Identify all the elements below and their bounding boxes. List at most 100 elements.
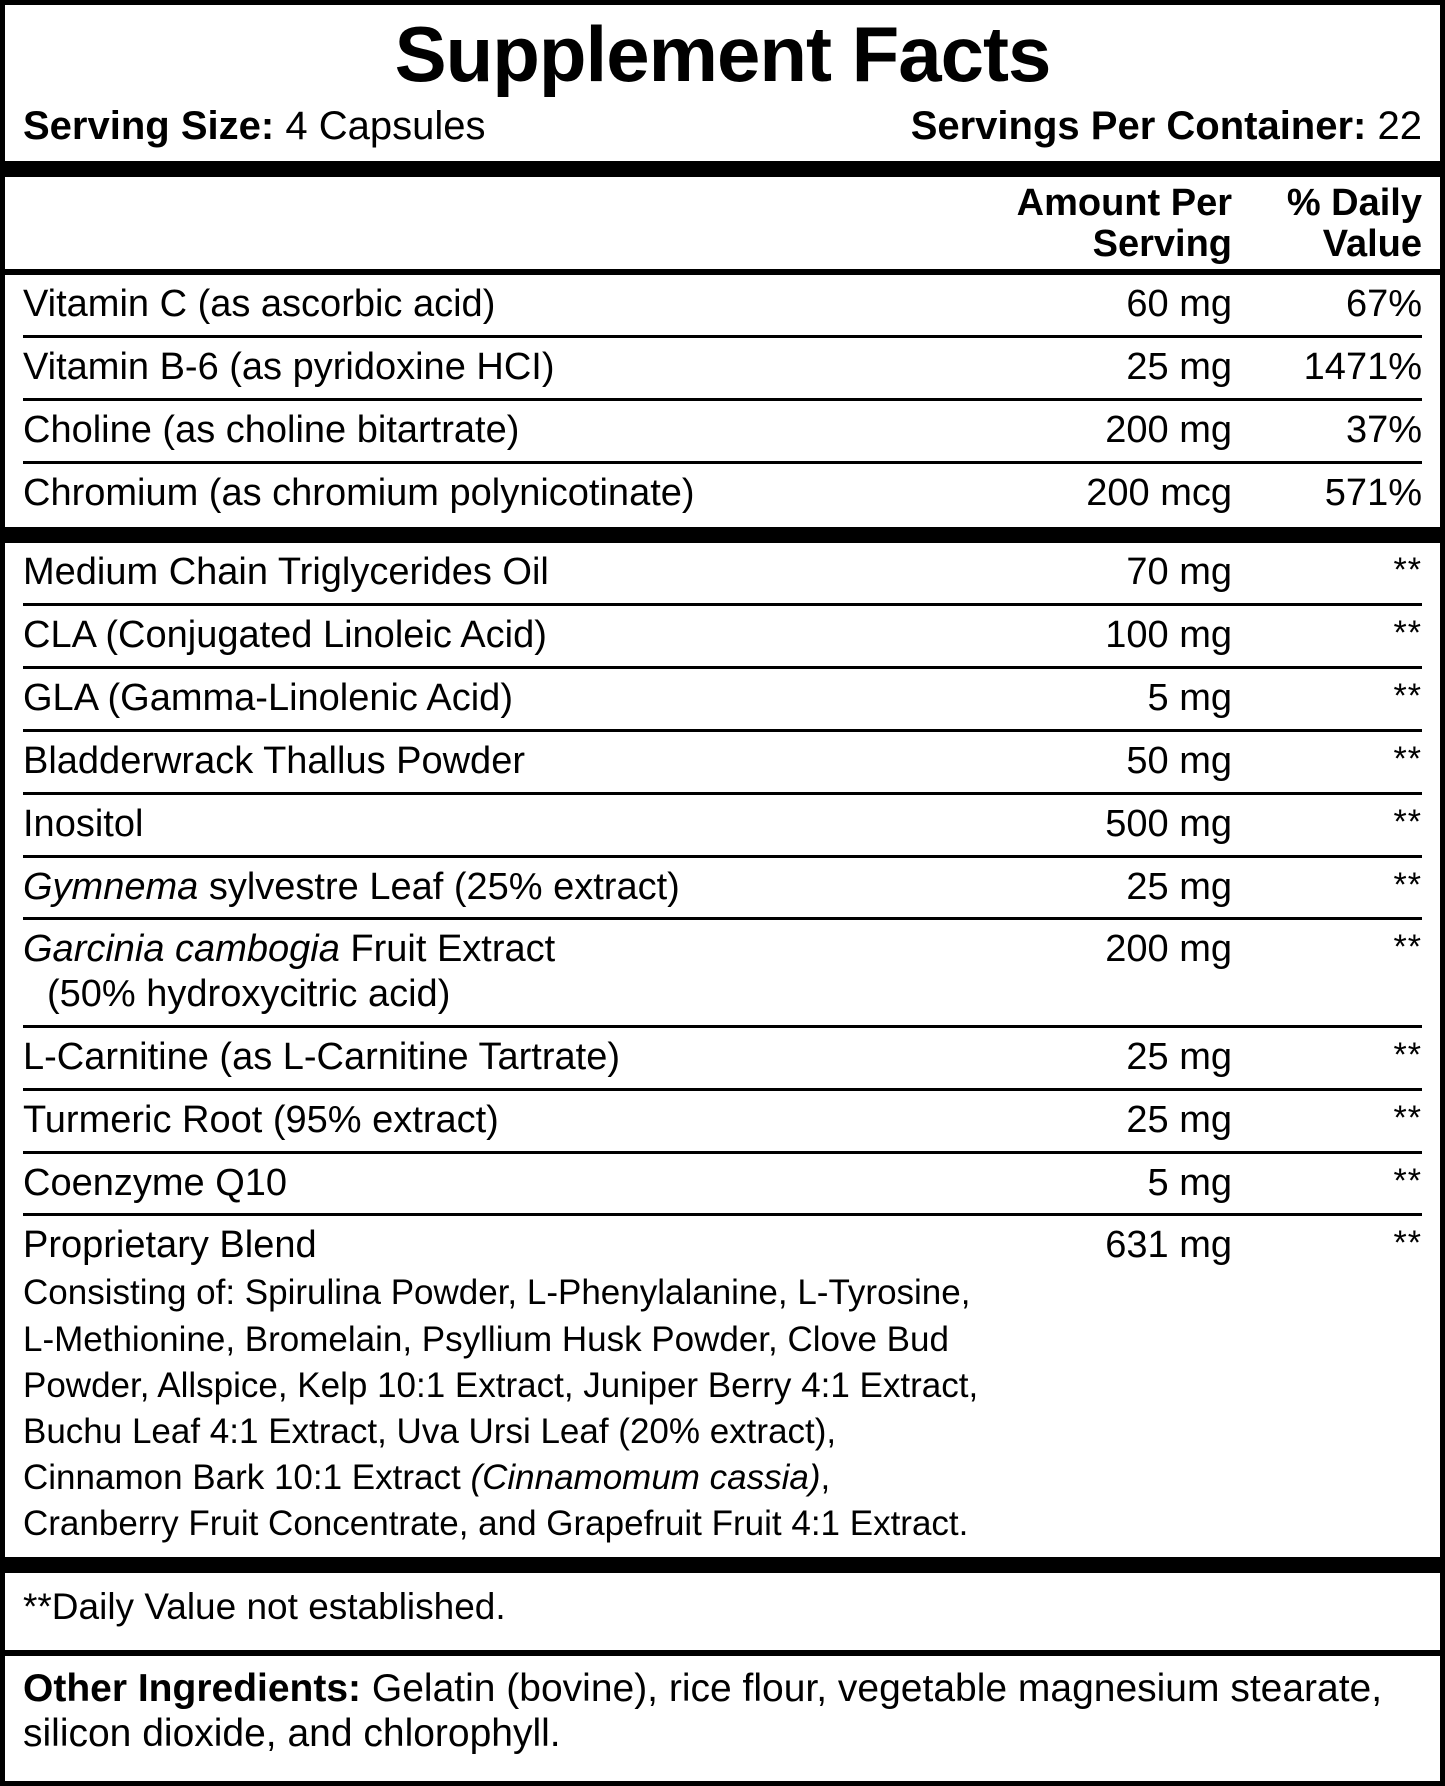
blend-line: Powder, Allspice, Kelp 10:1 Extract, Jun…: [23, 1365, 979, 1405]
row-divider: [23, 728, 1422, 732]
table-row: Garcinia cambogia Fruit Extract (50% hyd…: [23, 920, 1422, 1025]
divider-thick-top: [5, 161, 1440, 177]
serving-size-label: Serving Size:: [23, 104, 275, 148]
nutrient-daily-value: **: [1393, 865, 1422, 904]
nutrient-amount: 25 mg: [1126, 1036, 1232, 1078]
blend-line: Cranberry Fruit Concentrate, and Grapefr…: [23, 1504, 969, 1544]
nutrient-amount: 200 mcg: [1086, 471, 1232, 514]
dv-header-line1: % Daily: [1286, 182, 1422, 224]
nutrient-name: GLA (Gamma-Linolenic Acid): [23, 677, 513, 720]
nutrient-daily-value: 67%: [1345, 283, 1422, 326]
table-row: CLA (Conjugated Linoleic Acid) 100 mg **: [23, 606, 1422, 666]
blend-ingredient-list: Consisting of: Spirulina Powder, L-Pheny…: [23, 1268, 1422, 1557]
table-row: Vitamin C (as ascorbic acid) 60 mg 67%: [23, 275, 1422, 335]
column-header-daily-value: % Daily Value: [1232, 182, 1422, 266]
row-divider: [23, 1150, 1422, 1154]
table-row: GLA (Gamma-Linolenic Acid) 5 mg **: [23, 669, 1422, 729]
nutrient-name-rest: sylvestre Leaf (25% extract): [198, 865, 680, 908]
nutrient-amount: 25 mg: [1126, 1098, 1232, 1141]
column-header-amount: Amount Per Serving: [932, 182, 1232, 266]
daily-value-footnote: **Daily Value not established.: [23, 1586, 506, 1628]
row-divider: [23, 1213, 1422, 1217]
nutrient-name-rest: Fruit Extract: [339, 928, 556, 971]
divider-thick-bottom: [5, 1557, 1440, 1574]
cinnamon-suffix: ,: [820, 1458, 831, 1498]
amount-header-line1: Amount Per: [1016, 182, 1232, 224]
row-divider: [23, 603, 1422, 607]
blend-amount: 631 mg: [1105, 1224, 1232, 1267]
amount-header-line2: Serving: [1092, 223, 1232, 266]
row-divider: [23, 460, 1422, 464]
servings-per-container-label: Servings Per Container:: [910, 104, 1367, 148]
nutrient-daily-value: 1471%: [1303, 345, 1422, 388]
blend-line: L-Methionine, Bromelain, Psyllium Husk P…: [23, 1319, 949, 1359]
nutrient-name: Turmeric Root (95% extract): [23, 1098, 499, 1141]
nutrient-amount: 200 mg: [1105, 408, 1232, 451]
nutrient-amount: 200 mg: [1105, 928, 1232, 971]
blend-line: Buchu Leaf 4:1 Extract, Uva Ursi Leaf (2…: [23, 1411, 837, 1451]
serving-info: Serving Size: 4 Capsules Servings Per Co…: [23, 103, 1422, 149]
nutrient-name: Coenzyme Q10: [23, 1161, 288, 1204]
nutrient-name: Inositol: [23, 802, 144, 845]
nutrient-daily-value: **: [1393, 802, 1422, 841]
table-row: Choline (as choline bitartrate) 200 mg 3…: [23, 401, 1422, 461]
row-divider: [23, 1087, 1422, 1091]
row-divider: [23, 334, 1422, 338]
dv-header-line2: Value: [1322, 223, 1422, 266]
column-headers: Amount Per Serving % Daily Value: [23, 177, 1422, 269]
botanical-name-italic: Gymnema: [23, 865, 199, 908]
nutrient-name-line1: Garcinia cambogia Fruit Extract: [23, 927, 939, 972]
ingredients-section: Medium Chain Triglycerides Oil 70 mg ** …: [5, 543, 1440, 1557]
table-row-proprietary-blend: Proprietary Blend 631 mg **: [23, 1216, 1422, 1268]
nutrient-name: L-Carnitine (as L-Carnitine Tartrate): [23, 1036, 620, 1078]
row-divider: [23, 854, 1422, 858]
blend-line: Consisting of: Spirulina Powder, L-Pheny…: [23, 1273, 971, 1313]
nutrient-amount: 70 mg: [1126, 551, 1232, 594]
nutrient-daily-value: 571%: [1324, 471, 1422, 514]
nutrient-amount: 500 mg: [1105, 802, 1232, 845]
nutrient-amount: 60 mg: [1126, 283, 1232, 326]
nutrient-daily-value: **: [1393, 739, 1422, 778]
servings-per-container: Servings Per Container: 22: [911, 103, 1422, 149]
nutrient-daily-value: **: [1393, 928, 1422, 967]
divider-thick-mid: [5, 527, 1440, 544]
other-ingredients-label: Other Ingredients:: [23, 1666, 362, 1710]
page-title: Supplement Facts: [394, 10, 1052, 98]
table-row: Turmeric Root (95% extract) 25 mg **: [23, 1091, 1422, 1151]
table-row: Inositol 500 mg **: [23, 795, 1422, 855]
nutrient-name: Garcinia cambogia Fruit Extract (50% hyd…: [23, 927, 947, 1017]
cinnamon-prefix: Cinnamon Bark 10:1 Extract: [23, 1458, 471, 1498]
row-divider: [23, 917, 1422, 921]
table-row: Chromium (as chromium polynicotinate) 20…: [23, 464, 1422, 524]
nutrient-name-line2: (50% hydroxycitric acid): [47, 973, 451, 1016]
nutrient-name: Vitamin B-6 (as pyridoxine HCI): [23, 345, 555, 388]
nutrient-name: Vitamin C (as ascorbic acid): [23, 283, 496, 326]
serving-size-value: 4 Capsules: [285, 104, 486, 148]
table-row: Vitamin B-6 (as pyridoxine HCI) 25 mg 14…: [23, 338, 1422, 398]
nutrient-amount: 5 mg: [1147, 1161, 1232, 1204]
blend-line-cinnamon: Cinnamon Bark 10:1 Extract (Cinnamomum c…: [23, 1455, 1422, 1501]
vitamins-section: Vitamin C (as ascorbic acid) 60 mg 67% V…: [5, 275, 1440, 523]
nutrient-daily-value: 37%: [1345, 408, 1422, 451]
nutrient-daily-value: **: [1393, 1036, 1422, 1074]
table-row: Gymnema sylvestre Leaf (25% extract) 25 …: [23, 858, 1422, 918]
nutrient-daily-value: **: [1393, 551, 1422, 590]
table-row: Coenzyme Q10 5 mg **: [23, 1154, 1422, 1214]
other-ingredients-text: Gelatin (bovine), rice flour, vegetable …: [23, 1666, 1383, 1756]
blend-name: Proprietary Blend: [23, 1224, 317, 1267]
nutrient-daily-value: **: [1393, 1161, 1422, 1200]
other-ingredients: Other Ingredients: Gelatin (bovine), ric…: [23, 1666, 1422, 1756]
nutrient-name: Chromium (as chromium polynicotinate): [23, 471, 695, 514]
nutrient-name: Gymnema sylvestre Leaf (25% extract): [23, 865, 947, 910]
serving-size: Serving Size: 4 Capsules: [23, 103, 485, 149]
nutrient-name: Bladderwrack Thallus Powder: [23, 739, 525, 782]
nutrient-daily-value: **: [1393, 614, 1422, 653]
nutrient-name: Choline (as choline bitartrate): [23, 408, 520, 451]
nutrient-daily-value: **: [1393, 1098, 1422, 1137]
nutrient-daily-value: **: [1393, 677, 1422, 716]
nutrient-amount: 100 mg: [1105, 614, 1232, 657]
table-row: Medium Chain Triglycerides Oil 70 mg **: [23, 543, 1422, 603]
row-divider: [23, 791, 1422, 795]
nutrient-amount: 25 mg: [1126, 345, 1232, 388]
